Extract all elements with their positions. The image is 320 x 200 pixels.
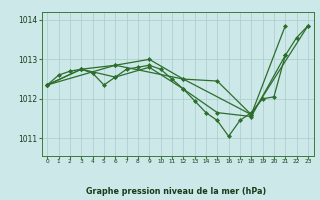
Text: Graphe pression niveau de la mer (hPa): Graphe pression niveau de la mer (hPa) (86, 187, 266, 196)
